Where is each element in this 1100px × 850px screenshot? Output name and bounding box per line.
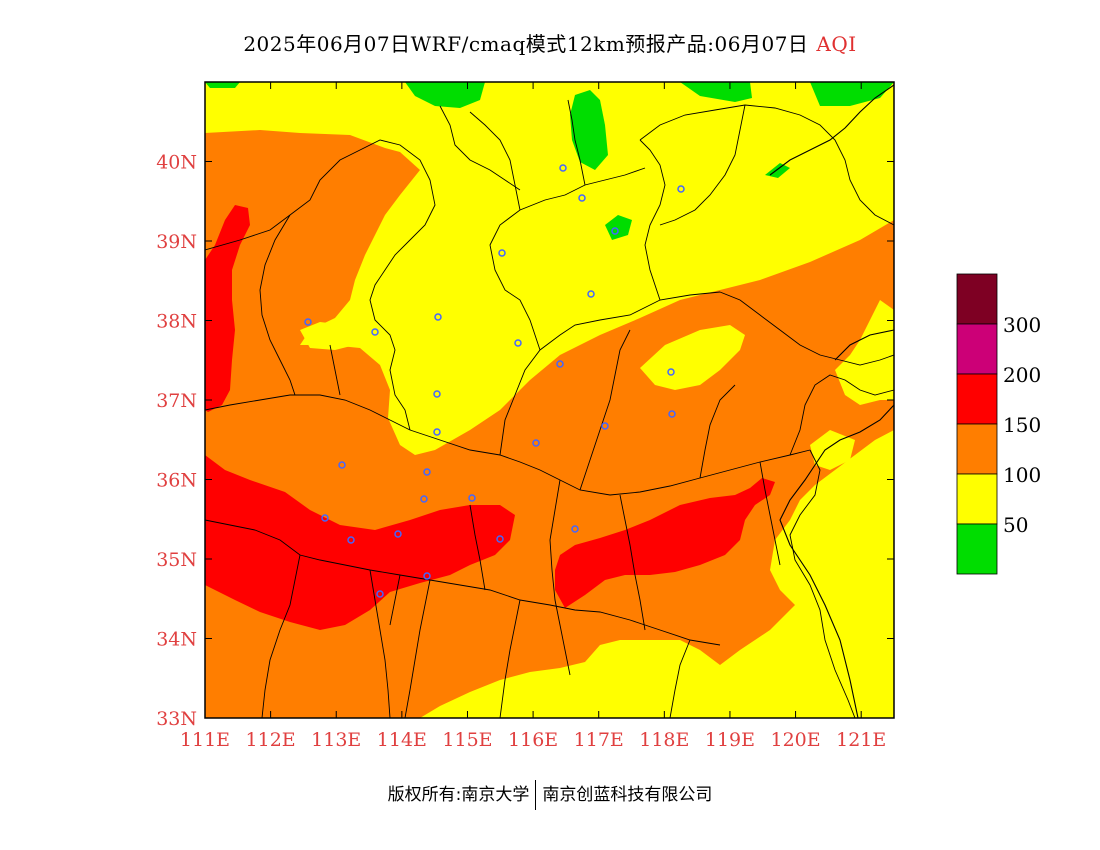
y-tick-label: 40N bbox=[156, 152, 197, 174]
x-tick-label: 117E bbox=[574, 729, 624, 751]
aqi-band-0-50-top bbox=[405, 82, 485, 108]
station-marker bbox=[677, 185, 685, 193]
x-tick-label: 116E bbox=[508, 729, 558, 751]
station-marker bbox=[559, 164, 567, 172]
station-marker bbox=[423, 572, 431, 580]
y-tick-label: 33N bbox=[156, 708, 197, 730]
x-tick-label: 115E bbox=[442, 729, 492, 751]
station-marker bbox=[423, 468, 431, 476]
copyright-owner: 版权所有:南京大学 bbox=[387, 785, 530, 805]
x-tick-label: 120E bbox=[771, 729, 821, 751]
station-marker bbox=[587, 290, 595, 298]
copyright-footer: 版权所有:南京大学 南京创蓝科技有限公司 bbox=[0, 780, 1100, 810]
station-marker bbox=[532, 439, 540, 447]
title-variable: AQI bbox=[816, 32, 857, 56]
station-markers bbox=[304, 164, 685, 598]
station-marker bbox=[496, 535, 504, 543]
aqi-band-0-50-north-center bbox=[570, 90, 608, 170]
legend-swatch bbox=[956, 473, 998, 525]
x-axis-ticks: 111E 112E 113E 114E 115E 116E 117E 118E 119E 120E… bbox=[180, 82, 886, 751]
y-tick-label: 36N bbox=[156, 470, 197, 492]
aqi-band-150-200-east bbox=[555, 478, 775, 608]
x-tick-label: 118E bbox=[639, 729, 689, 751]
x-tick-label: 121E bbox=[836, 729, 886, 751]
aqi-yellow-pocket-shandong bbox=[640, 325, 745, 390]
station-marker bbox=[468, 494, 476, 502]
legend-label: 150 bbox=[1003, 413, 1041, 437]
aqi-band-0-50-top-right bbox=[680, 82, 894, 106]
legend-swatch bbox=[956, 323, 998, 375]
x-tick-label: 113E bbox=[311, 729, 361, 751]
legend-swatch bbox=[956, 523, 998, 575]
station-marker bbox=[601, 422, 609, 430]
station-marker bbox=[571, 525, 579, 533]
y-tick-label: 35N bbox=[156, 549, 197, 571]
aqi-legend: 300 200 150 100 50 bbox=[956, 273, 1041, 575]
copyright-company: 南京创蓝科技有限公司 bbox=[542, 785, 713, 805]
aqi-yellow-pocket-west bbox=[300, 322, 355, 350]
station-marker bbox=[668, 410, 676, 418]
aqi-band-0-50-patch bbox=[605, 215, 632, 240]
station-marker bbox=[667, 368, 675, 376]
x-tick-label: 112E bbox=[246, 729, 296, 751]
x-tick-label: 111E bbox=[180, 729, 230, 751]
copyright-separator bbox=[535, 780, 537, 810]
x-tick-label: 114E bbox=[377, 729, 427, 751]
legend-label: 50 bbox=[1003, 513, 1028, 537]
station-marker bbox=[514, 339, 522, 347]
admin-boundaries bbox=[205, 99, 894, 718]
station-marker bbox=[578, 194, 586, 202]
station-marker bbox=[376, 590, 384, 598]
title-main: 2025年06月07日WRF/cmaq模式12km预报产品:06月07日 bbox=[243, 32, 809, 56]
station-marker bbox=[433, 390, 441, 398]
y-tick-label: 39N bbox=[156, 231, 197, 253]
station-marker bbox=[321, 514, 329, 522]
station-marker bbox=[611, 227, 619, 235]
coastline bbox=[769, 84, 894, 718]
station-marker bbox=[420, 495, 428, 503]
y-tick-label: 34N bbox=[156, 629, 197, 651]
station-marker bbox=[434, 313, 442, 321]
legend-swatch bbox=[956, 423, 998, 475]
station-marker bbox=[556, 360, 564, 368]
station-marker bbox=[347, 536, 355, 544]
y-axis-ticks: 33N 34N 35N 36N 37N 38N 39N 40N bbox=[156, 152, 894, 730]
map-title: 2025年06月07日WRF/cmaq模式12km预报产品:06月07日 AQI bbox=[0, 28, 1100, 57]
legend-label: 100 bbox=[1003, 463, 1041, 487]
aqi-band-0-50-top-left bbox=[205, 82, 240, 88]
x-tick-label: 119E bbox=[705, 729, 755, 751]
station-marker bbox=[338, 461, 346, 469]
legend-swatch bbox=[956, 373, 998, 425]
station-marker bbox=[394, 530, 402, 538]
aqi-band-150-200-north bbox=[205, 205, 250, 412]
station-marker bbox=[433, 428, 441, 436]
legend-label: 200 bbox=[1003, 363, 1041, 387]
aqi-field bbox=[205, 82, 894, 718]
station-marker bbox=[498, 249, 506, 257]
y-tick-label: 37N bbox=[156, 390, 197, 412]
station-marker bbox=[371, 328, 379, 336]
legend-swatch bbox=[956, 273, 998, 325]
aqi-band-150-200-west bbox=[205, 455, 515, 630]
aqi-yellow-pocket-coast bbox=[810, 430, 855, 470]
station-marker bbox=[304, 318, 312, 326]
y-tick-label: 38N bbox=[156, 311, 197, 333]
legend-label: 300 bbox=[1003, 313, 1041, 337]
